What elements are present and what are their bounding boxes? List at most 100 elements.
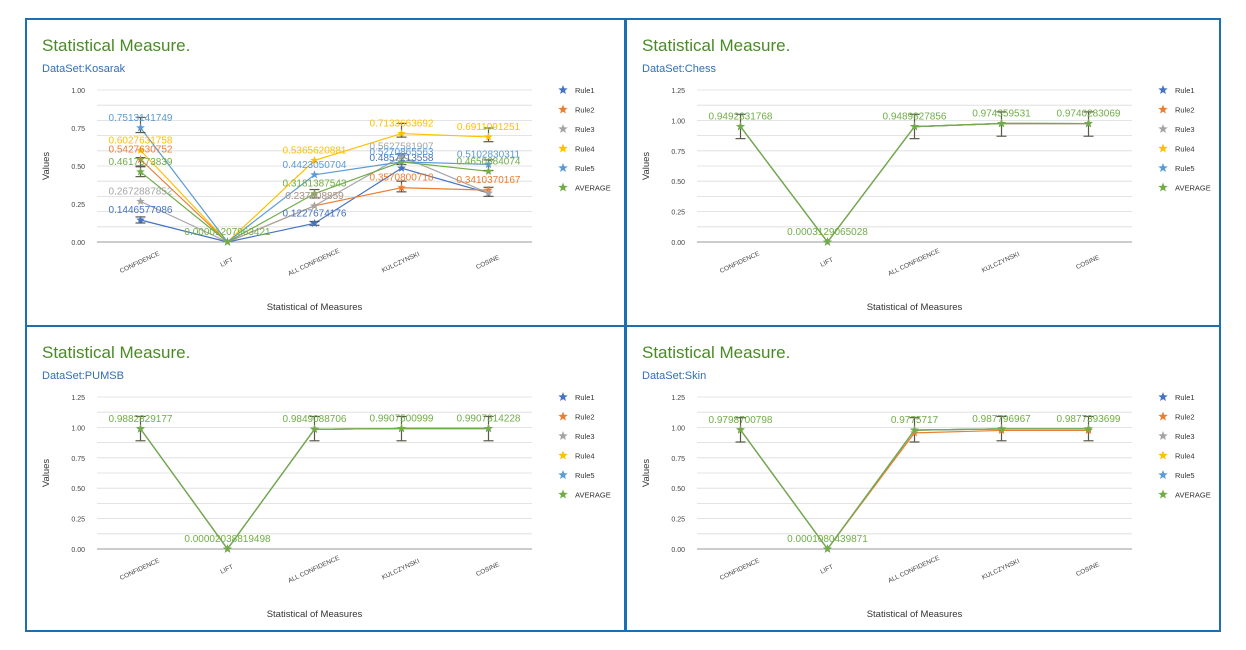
legend-star-icon xyxy=(558,124,568,134)
data-point xyxy=(823,237,832,246)
x-axis-label: Statistical of Measures xyxy=(267,609,363,620)
x-tick-label: CONFIDENCE xyxy=(719,250,762,275)
data-point xyxy=(223,237,232,246)
legend-star-icon xyxy=(1158,431,1168,441)
chart-subtitle: DataSet:Chess xyxy=(642,63,716,75)
legend-label: Rule3 xyxy=(575,432,595,441)
legend-star-icon xyxy=(558,392,568,402)
legend-label: Rule5 xyxy=(1175,471,1195,480)
legend-label: AVERAGE xyxy=(1175,491,1211,500)
series-line-average xyxy=(740,122,1089,243)
legend-label: Rule1 xyxy=(1175,393,1195,402)
chart-kosarak: 0.00 0.25 0.50 0.75 1.00 CONFIDENCE LIFT ALL CO… xyxy=(41,85,611,313)
x-tick-label: LIFT xyxy=(819,257,834,269)
data-point xyxy=(1084,424,1093,433)
data-label: 0.6911091251 xyxy=(457,122,521,133)
x-tick-label: ALL CONFIDENCE xyxy=(887,247,941,277)
data-point xyxy=(310,170,319,179)
data-label: 0.9798700798 xyxy=(709,415,773,426)
chart-subtitle: DataSet:Kosarak xyxy=(42,63,126,75)
series-line-rule5 xyxy=(140,427,489,551)
y-tick-label: 0.00 xyxy=(671,547,685,554)
legend-label: Rule2 xyxy=(1175,413,1195,422)
data-point xyxy=(397,129,406,138)
data-label: 0.4423050704 xyxy=(283,160,347,171)
data-point xyxy=(997,119,1006,128)
chart-title: Statistical Measure. xyxy=(42,36,191,55)
chart-pumsb: 0.00 0.25 0.50 0.75 1.00 1.25 CONFIDENCE LIFT AL… xyxy=(41,392,611,620)
y-tick-label: 0.25 xyxy=(71,202,85,209)
y-tick-label: 1.25 xyxy=(671,395,685,402)
x-tick-label: KULCZYNSKI xyxy=(981,558,1021,582)
chart-skin: 0.00 0.25 0.50 0.75 1.00 1.25 CONFIDENCE LIFT AL… xyxy=(641,392,1211,620)
data-point xyxy=(136,424,145,433)
y-tick-label: 1.00 xyxy=(671,425,685,432)
x-tick-label: LIFT xyxy=(819,564,834,576)
data-point xyxy=(484,159,493,169)
legend-star-icon xyxy=(558,450,568,460)
y-tick-label: 0.50 xyxy=(671,179,685,186)
legend-label: AVERAGE xyxy=(575,184,611,193)
series-line-rule3 xyxy=(740,122,1089,243)
data-point xyxy=(223,544,232,553)
data-label: 0.1227674176 xyxy=(283,208,347,219)
chart-panel-skin: Statistical Measure. DataSet:Skin 0.00 0.… xyxy=(625,325,1221,632)
series-line-rule1 xyxy=(740,428,1089,551)
y-tick-label: 0.50 xyxy=(71,164,85,171)
data-label: 0.3410370167 xyxy=(457,175,521,186)
y-tick-label: 0.75 xyxy=(71,456,85,463)
series-line-rule4 xyxy=(140,427,489,551)
legend-star-icon xyxy=(1158,143,1168,153)
y-tick-label: 0.00 xyxy=(671,240,685,247)
x-tick-label: KULCZYNSKI xyxy=(981,251,1021,275)
data-label: 0.00001207963421 xyxy=(184,227,271,238)
data-label: 0.9907500999 xyxy=(370,414,434,425)
x-tick-label: COSINE xyxy=(1075,561,1101,578)
data-label: 0.5427630752 xyxy=(109,145,173,156)
legend-star-icon xyxy=(558,182,568,192)
data-label: 0.4857213558 xyxy=(370,153,434,164)
x-axis-label: Statistical of Measures xyxy=(267,302,363,313)
data-point xyxy=(484,132,493,141)
data-point xyxy=(397,424,406,433)
legend-star-icon xyxy=(1158,182,1168,192)
legend-label: Rule4 xyxy=(575,145,595,154)
data-label: 0.3570800718 xyxy=(370,173,434,184)
data-point xyxy=(484,188,493,197)
data-label: 0.5270865563 xyxy=(370,147,434,158)
data-point xyxy=(1084,119,1093,128)
legend-star-icon xyxy=(558,143,568,153)
legend-star-icon xyxy=(558,470,568,480)
data-point xyxy=(910,428,919,437)
data-point xyxy=(736,122,745,131)
data-label: 0.00002038819498 xyxy=(184,534,271,545)
x-tick-label: ALL CONFIDENCE xyxy=(287,247,341,277)
y-tick-label: 0.50 xyxy=(671,486,685,493)
series-line-rule2 xyxy=(140,427,489,551)
y-tick-label: 1.00 xyxy=(671,118,685,125)
x-axis-label: Statistical of Measures xyxy=(867,609,963,620)
x-tick-label: ALL CONFIDENCE xyxy=(287,554,341,584)
y-axis-label: Values xyxy=(41,459,52,488)
x-tick-label: LIFT xyxy=(219,257,234,269)
series-line-average xyxy=(140,427,489,551)
legend-label: Rule1 xyxy=(1175,86,1195,95)
data-label: 0.237808859 xyxy=(285,191,344,202)
y-tick-label: 0.00 xyxy=(71,240,85,247)
x-tick-label: COSINE xyxy=(475,254,501,271)
y-tick-label: 0.00 xyxy=(71,547,85,554)
y-tick-label: 0.75 xyxy=(671,456,685,463)
chart-panel-kosarak: Statistical Measure. DataSet:Kosarak 0.0… xyxy=(25,18,626,327)
data-label: 0.7133663692 xyxy=(370,119,434,130)
y-tick-label: 0.75 xyxy=(671,149,685,156)
legend-star-icon xyxy=(558,431,568,441)
data-point xyxy=(484,166,493,175)
data-point xyxy=(736,425,745,434)
data-label: 0.9775717 xyxy=(891,415,939,426)
chart-title: Statistical Measure. xyxy=(42,343,191,362)
legend-label: Rule5 xyxy=(575,164,595,173)
series-line-rule5 xyxy=(740,428,1089,551)
data-label: 0.6027631758 xyxy=(109,135,173,146)
x-tick-label: CONFIDENCE xyxy=(719,557,762,582)
legend-label: AVERAGE xyxy=(575,491,611,500)
